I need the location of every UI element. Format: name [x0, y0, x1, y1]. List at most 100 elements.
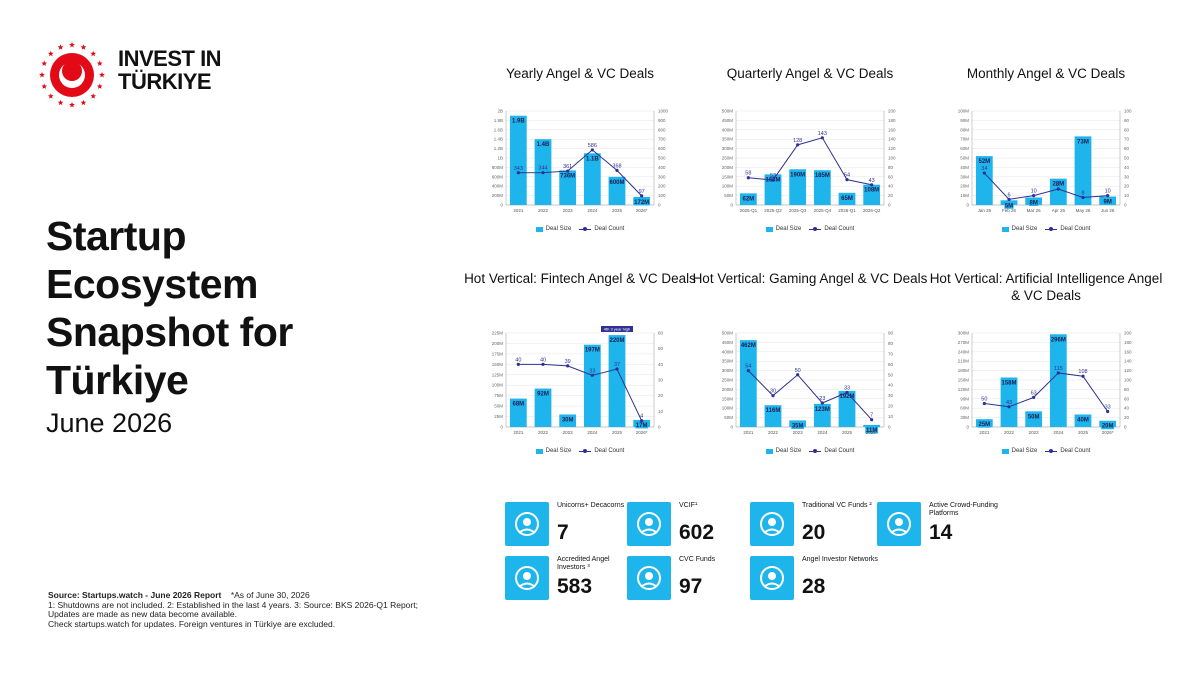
deal-count-point [541, 362, 545, 366]
y2-tick-label: 40 [888, 383, 894, 388]
deal-count-line [748, 137, 872, 186]
bar-label-bg [814, 171, 831, 179]
y-tick-label: 150M [958, 378, 970, 383]
chart-plot: 0 50M 100M 150M 200M 250M 300M 350M 400M 450M 500M… [722, 331, 894, 436]
stat-value: 14 [929, 521, 953, 544]
bar-value-label: 25M [978, 422, 990, 428]
x-tick-label: 2022 [538, 430, 549, 435]
y2-tick-label: 160 [1124, 349, 1132, 354]
stat-value: 602 [679, 521, 715, 544]
deal-count-point [746, 176, 750, 180]
deal-count-label: 54 [844, 173, 850, 179]
deal-count-label: 50 [981, 397, 987, 403]
footnote-1: 1: Shutdowns are not included. 2: Establ… [48, 599, 418, 610]
bar-label-bg [840, 194, 854, 202]
y2-tick-label: 60 [1124, 396, 1130, 401]
logo-star [47, 50, 54, 57]
y2-tick-label: 200 [1124, 331, 1132, 336]
y-tick-label: 0 [500, 203, 503, 208]
y2-tick-label: 30 [888, 393, 894, 398]
bar [608, 335, 626, 427]
deal-count-point [566, 169, 570, 173]
y-tick-label: 250M [722, 378, 734, 383]
logo-star [57, 44, 64, 50]
bar [863, 424, 881, 427]
y-tick-label: 100M [722, 406, 734, 411]
deal-count-line [518, 149, 643, 197]
logo-star [69, 102, 75, 108]
deal-count-label: 7 [870, 413, 873, 419]
bar-label-bg [608, 178, 626, 186]
chart-title: Yearly Angel & VC Deals [505, 66, 655, 81]
y-tick-label: 800M [492, 165, 504, 170]
y-tick-label: 240M [958, 349, 970, 354]
cash-icon [750, 502, 794, 546]
unicorn-icon [505, 502, 549, 546]
y2-tick-label: 60 [658, 331, 664, 336]
deal-count-label: 115 [1054, 366, 1063, 372]
y-tick-label: 90M [960, 396, 969, 401]
chart-6: Hot Vertical: Artificial Intelligence An… [930, 270, 1163, 460]
bar [739, 340, 757, 427]
legend-line-label: Deal Count [824, 448, 855, 454]
y-tick-label: 300M [722, 368, 734, 373]
deal-count-label: 17 [1055, 182, 1061, 188]
bar-value-label: 35M [792, 423, 804, 429]
chart-legend: Deal Size Deal Count [946, 226, 1146, 233]
bar-label-bg [1000, 378, 1018, 386]
y-tick-label: 150M [722, 396, 734, 401]
deal-count-label: 53 [770, 173, 776, 179]
bar-value-label: 220M [609, 338, 624, 344]
legend-bar-swatch [1001, 448, 1009, 454]
y-tick-label: 200M [722, 387, 734, 392]
y-tick-label: 500M [722, 331, 734, 336]
legend-line-label: Deal Count [594, 448, 625, 454]
chart-legend: Deal Size Deal Count [710, 448, 910, 455]
angel-icon [505, 556, 549, 600]
bar-label-bg [584, 154, 601, 162]
x-tick-label: 2026* [636, 430, 648, 435]
crescent-star-emblem-icon [39, 42, 105, 108]
deal-count-point [516, 362, 520, 366]
bar-label-bg [559, 171, 576, 179]
y2-tick-label: 80 [888, 341, 894, 346]
y-tick-label: 225M [492, 331, 504, 336]
logo-star [99, 72, 105, 78]
deal-count-point [1007, 405, 1011, 409]
bar-value-label: 28M [1052, 182, 1064, 188]
deal-count-label: 586 [588, 143, 597, 149]
bar-value-label: 1.4B [537, 142, 550, 148]
y2-tick-label: 20 [1124, 184, 1130, 189]
bar-label-bg [741, 194, 755, 202]
x-tick-label: 2025 [842, 430, 853, 435]
deal-count-label: 343 [514, 166, 523, 172]
deal-count-point [615, 367, 619, 371]
y-tick-label: 300M [722, 146, 734, 151]
x-tick-label: Jan 26 [978, 208, 992, 213]
bar-value-label: 158M [1001, 380, 1016, 386]
stat-label: Accredited Angel Investors ³ [557, 556, 610, 571]
bar-label-bg [1051, 180, 1065, 188]
deal-count-point [1081, 374, 1085, 378]
y2-tick-label: 60 [1124, 146, 1130, 151]
deal-count-line [984, 372, 1109, 412]
legend-bar-label: Deal Size [775, 448, 802, 454]
x-tick-label: Apr 26 [1052, 208, 1066, 213]
source-title: Source: Startups.watch - June 2026 Repor… [48, 590, 222, 600]
x-tick-label: Jun 26 [1101, 208, 1115, 213]
bar [583, 344, 601, 427]
as-of-note: *As of June 30, 2026 [230, 590, 310, 600]
bar-label-bg [1103, 198, 1113, 206]
y2-tick-label: 60 [888, 362, 894, 367]
money-bag-icon [627, 502, 671, 546]
y-tick-label: 150M [722, 174, 734, 179]
y-tick-label: 200M [722, 165, 734, 170]
x-tick-label: Feb 26 [1002, 208, 1017, 213]
deal-count-label: 30 [770, 389, 776, 395]
bar-value-label: 40M [1077, 417, 1089, 423]
deal-count-point [771, 394, 775, 398]
y2-tick-label: 120 [888, 146, 896, 151]
x-tick-label: 2022 [1004, 430, 1015, 435]
chart-legend: Deal Size Deal Count [946, 448, 1146, 455]
source-notes: Source: Startups.watch - June 2026 Repor… [48, 590, 418, 629]
